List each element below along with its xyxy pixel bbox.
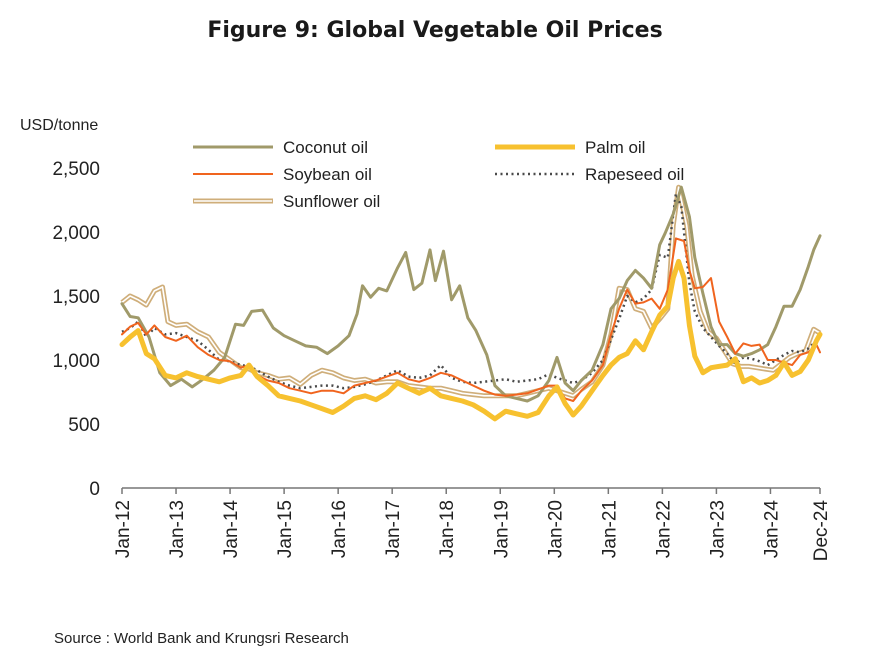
series-lines (119, 184, 823, 422)
x-tick-label: Jan-17 (383, 500, 404, 558)
x-tick-label: Jan-23 (707, 500, 728, 558)
x-tick-label: Jan-15 (275, 500, 296, 558)
x-tick-label: Jan-20 (545, 500, 566, 558)
legend-label: Sunflower oil (283, 192, 380, 211)
legend-label: Rapeseed oil (585, 165, 684, 184)
y-tick-label: 0 (89, 479, 100, 500)
y-tick-label: 500 (68, 415, 100, 436)
x-tick-label: Jan-24 (761, 500, 782, 559)
x-tick-label: Jan-12 (113, 500, 134, 558)
legend-label: Palm oil (585, 138, 645, 157)
legend-label: Coconut oil (283, 138, 368, 157)
x-tick-label: Dec-24 (811, 500, 832, 562)
palm-oil-line (119, 258, 823, 422)
legend: Coconut oil Palm oil Soybean oil Rapeseed o… (193, 138, 684, 211)
x-tick-label: Jan-13 (167, 500, 188, 558)
chart-title: Figure 9: Global Vegetable Oil Prices (207, 18, 663, 43)
legend-item-palm-oil: Palm oil (495, 138, 645, 157)
x-tick-label: Jan-16 (329, 500, 350, 558)
legend-label: Soybean oil (283, 165, 372, 184)
rapeseed-oil-line (121, 192, 822, 390)
y-tick-label: 1,500 (52, 287, 100, 308)
coconut-oil-line (120, 185, 822, 403)
legend-item-rapeseed-oil: Rapeseed oil (495, 165, 684, 184)
legend-item-soybean-oil: Soybean oil (193, 165, 372, 184)
source-note: Source : World Bank and Krungsri Researc… (54, 630, 349, 647)
x-tick-label: Jan-19 (491, 500, 512, 558)
axes: 0 500 1,000 1,500 2,000 2,500 Jan-12 Jan-13 Jan-… (52, 159, 832, 561)
y-tick-label: 1,000 (52, 351, 100, 372)
x-tick-label: Jan-18 (437, 500, 458, 558)
y-axis-label: USD/tonne (20, 117, 98, 134)
y-tick-label: 2,500 (52, 159, 100, 180)
x-tick-label: Jan-21 (599, 500, 620, 558)
legend-item-coconut-oil: Coconut oil (193, 138, 368, 157)
legend-item-sunflower-oil: Sunflower oil (193, 192, 380, 211)
x-tick-label: Jan-22 (653, 500, 674, 558)
y-tick-label: 2,000 (52, 223, 100, 244)
x-tick-label: Jan-14 (221, 500, 242, 559)
